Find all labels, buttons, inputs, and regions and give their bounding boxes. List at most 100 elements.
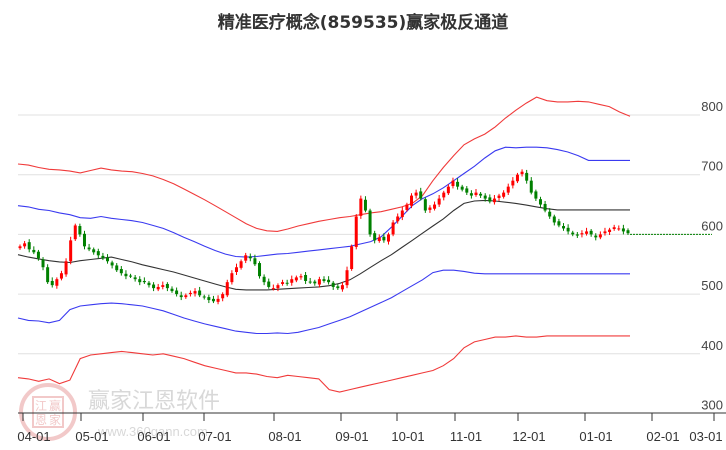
candle-body <box>244 255 248 261</box>
candle-body <box>262 276 266 283</box>
candle-body <box>529 180 533 193</box>
candle-body <box>580 233 584 235</box>
candle-body <box>276 285 280 289</box>
candle-body <box>50 280 54 286</box>
candle-body <box>608 229 612 233</box>
candle-body <box>442 192 446 198</box>
candle-body <box>322 279 326 281</box>
candle-body <box>258 263 262 277</box>
candle-body <box>419 191 423 199</box>
seal-square <box>32 396 64 428</box>
candle-body <box>175 290 179 295</box>
candle-body <box>161 285 165 287</box>
y-tick-label: 300 <box>701 398 723 413</box>
candle-body <box>23 243 27 247</box>
seal-char: 江 <box>35 399 47 413</box>
candle-body <box>479 193 483 196</box>
candle-body <box>124 273 128 277</box>
candle-body <box>598 234 602 238</box>
candle-body <box>211 298 215 302</box>
candle-body <box>87 247 91 250</box>
x-tick-label: 08-01 <box>268 429 301 444</box>
y-tick-label: 500 <box>701 278 723 293</box>
candle-body <box>336 286 340 289</box>
candle-body <box>617 228 621 230</box>
candle-body <box>386 234 390 242</box>
candle-body <box>575 234 579 236</box>
candle-body <box>414 192 418 196</box>
candle-body <box>142 280 146 283</box>
candle-body <box>492 198 496 203</box>
candle-body <box>46 267 50 283</box>
candle-body <box>110 262 114 266</box>
outer_upper_band-line <box>17 96 631 232</box>
candle-body <box>474 192 478 195</box>
candle-body <box>350 246 354 270</box>
candle-body <box>106 257 110 262</box>
candle-body <box>571 232 575 235</box>
candle-body <box>147 282 151 286</box>
candle-body <box>308 281 312 283</box>
candle-body <box>548 211 552 217</box>
x-tick-label: 04-01 <box>17 429 50 444</box>
candle-body <box>271 288 275 290</box>
candle-body <box>36 251 40 259</box>
y-axis-labels: 300 400 500 600 700 800 <box>701 99 723 413</box>
candle-body <box>433 204 437 209</box>
outer_lower_band-line <box>17 335 630 393</box>
candle-body <box>557 221 561 226</box>
seal-char: 赢 <box>49 398 61 413</box>
candle-body <box>400 210 404 218</box>
candle-body <box>165 283 169 289</box>
candle-body <box>216 298 220 302</box>
candle-body <box>170 288 174 292</box>
candle-body <box>327 279 331 283</box>
candle-body <box>230 273 234 283</box>
candle-body <box>354 216 358 247</box>
candlesticks <box>18 169 630 305</box>
candle-body <box>285 282 289 284</box>
candle-body <box>281 282 285 284</box>
x-tick-label: 03-01 <box>689 429 722 444</box>
candle-body <box>82 233 86 247</box>
candle-body <box>506 186 510 193</box>
seal-char: 家 <box>49 412 61 427</box>
candle-body <box>423 199 427 211</box>
watermark: 江赢恩 家 赢家江恩软件 www.360gann.com <box>19 383 220 441</box>
candle-body <box>460 186 464 190</box>
candle-body <box>317 279 321 285</box>
candle-body <box>525 172 529 181</box>
x-tick-label: 02-01 <box>646 429 679 444</box>
candle-body <box>391 222 395 235</box>
candle-body <box>511 180 515 186</box>
candle-body <box>18 246 22 249</box>
candle-body <box>428 207 432 210</box>
candle-body <box>446 186 450 194</box>
candle-body <box>363 199 367 211</box>
candle-body <box>27 242 31 250</box>
candle-body <box>101 255 105 259</box>
candle-body <box>299 276 303 278</box>
candle-body <box>405 204 409 210</box>
candle-body <box>520 171 524 175</box>
candle-body <box>253 258 257 265</box>
channel-bands <box>17 96 631 393</box>
candle-body <box>368 210 372 235</box>
candle-body <box>566 227 570 232</box>
candle-body <box>483 195 487 199</box>
candle-body <box>193 291 197 294</box>
candle-body <box>138 279 142 283</box>
candle-body <box>515 174 519 182</box>
candle-body <box>594 235 598 238</box>
candle-body <box>41 259 45 268</box>
candle-body <box>603 231 607 234</box>
candle-body <box>562 226 566 229</box>
y-tick-label: 800 <box>701 99 723 114</box>
candle-body <box>69 240 73 262</box>
candle-body <box>115 265 119 271</box>
candle-body <box>488 197 492 202</box>
candle-body <box>152 284 156 289</box>
x-tick-label: 12-01 <box>512 429 545 444</box>
candle-body <box>396 216 400 222</box>
candle-body <box>202 296 206 298</box>
